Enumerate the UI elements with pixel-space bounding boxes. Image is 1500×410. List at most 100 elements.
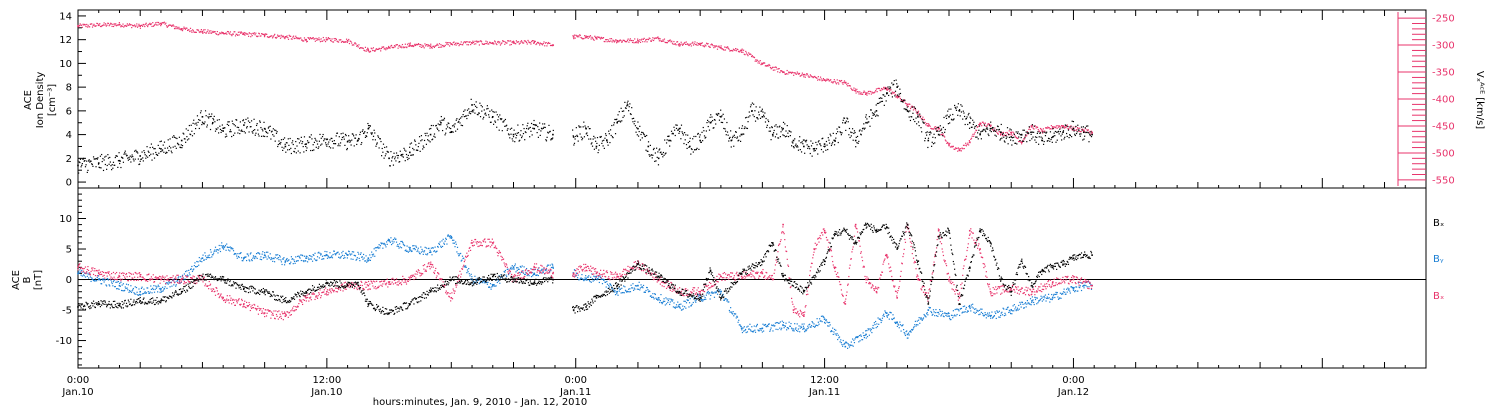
density-series-point — [202, 122, 204, 124]
vx-series-point — [391, 46, 393, 48]
by-series-point — [273, 258, 275, 260]
vx-series-point — [763, 62, 765, 64]
density-series-point — [635, 131, 637, 133]
density-series-point — [285, 151, 287, 153]
density-series-point — [644, 135, 646, 138]
vx-series-point — [738, 51, 740, 53]
by-series-point — [484, 282, 487, 284]
vx-series-point — [99, 25, 102, 28]
by-series-point — [515, 271, 517, 273]
vx-series-point — [538, 42, 540, 44]
density-series-point — [194, 123, 196, 125]
density-series-point — [985, 130, 987, 133]
by-series-point — [800, 325, 802, 327]
density-series-point — [337, 145, 339, 147]
by-series-point — [249, 260, 251, 262]
density-series-point — [104, 163, 106, 166]
vx-series-point — [380, 50, 382, 52]
by-series-point — [713, 292, 715, 294]
vx-series-point — [889, 89, 891, 91]
density-series-point — [667, 135, 670, 138]
vx-series-point — [803, 73, 805, 76]
by-series-point — [723, 299, 725, 301]
by-series-point — [786, 329, 788, 331]
density-series-point — [466, 109, 469, 111]
vx-series-point — [96, 22, 98, 24]
vx-series-point — [507, 40, 509, 42]
by-series-point — [809, 323, 811, 325]
density-series-point — [1084, 127, 1086, 129]
by-series-point — [117, 280, 120, 283]
by-series-point — [1020, 306, 1022, 308]
density-series-point — [417, 149, 419, 152]
by-series-point — [378, 244, 380, 246]
vx-series-point — [713, 47, 715, 49]
by-series-point — [104, 279, 106, 281]
by-series-point — [801, 323, 803, 325]
vx-series-point — [961, 147, 963, 149]
bz-series-point — [79, 267, 82, 270]
vx-series-point — [592, 37, 594, 39]
top-left-tick-label: 2 — [66, 154, 72, 165]
by-series-point — [1074, 290, 1076, 292]
by-series-point — [531, 271, 533, 274]
by-series-point — [954, 308, 956, 311]
vx-series-point — [911, 105, 913, 107]
density-series-point — [214, 130, 217, 132]
vx-series-point — [279, 37, 282, 39]
by-series-point — [975, 308, 977, 310]
by-series-point — [79, 269, 81, 271]
density-series-point — [705, 130, 707, 132]
density-series-point — [321, 143, 323, 145]
by-series-point — [1047, 293, 1050, 295]
vx-series-point — [343, 41, 345, 43]
density-series-point — [585, 127, 587, 129]
density-series-point — [622, 116, 624, 119]
density-series-point — [909, 110, 911, 112]
density-series-point — [299, 152, 301, 154]
density-series-point — [119, 162, 121, 165]
density-series-point — [996, 125, 999, 127]
by-series-point — [714, 291, 716, 293]
by-series-point — [137, 294, 139, 296]
density-series-point — [377, 135, 379, 137]
density-series-point — [332, 147, 334, 149]
by-series-point — [914, 324, 916, 326]
by-series-point — [581, 278, 584, 280]
vx-series-point — [322, 40, 324, 42]
by-series-point — [845, 341, 847, 343]
by-series-point — [718, 290, 721, 292]
density-series-point — [970, 126, 973, 128]
vx-series-point — [732, 48, 735, 50]
vx-series-point — [238, 34, 240, 36]
vx-series-point — [715, 45, 717, 47]
bz-series-point — [89, 274, 92, 276]
by-series-point — [870, 330, 872, 332]
vx-series-point — [242, 33, 244, 35]
density-series-point — [282, 138, 284, 141]
density-series-point — [995, 135, 997, 137]
vx-series-point — [449, 45, 451, 47]
density-series-point — [422, 148, 424, 150]
vx-series-point — [628, 41, 630, 43]
by-series-point — [316, 259, 318, 261]
density-series-point — [231, 120, 233, 122]
by-series-point — [751, 326, 753, 328]
density-series-point — [180, 146, 182, 149]
by-series-point — [193, 265, 195, 267]
vx-series-point — [901, 99, 904, 102]
vx-series-point — [950, 146, 952, 148]
by-series-point — [292, 263, 294, 265]
vx-series-point — [658, 40, 660, 42]
density-series-point — [828, 139, 830, 141]
by-series-point — [1050, 298, 1052, 300]
density-series-point — [542, 127, 544, 129]
by-series-point — [955, 308, 958, 310]
density-series-point — [402, 156, 404, 158]
vx-series-point — [786, 69, 788, 72]
by-series-point — [541, 268, 543, 270]
vx-series-point — [326, 39, 328, 41]
by-series-point — [610, 285, 612, 287]
by-series-point — [175, 284, 177, 286]
